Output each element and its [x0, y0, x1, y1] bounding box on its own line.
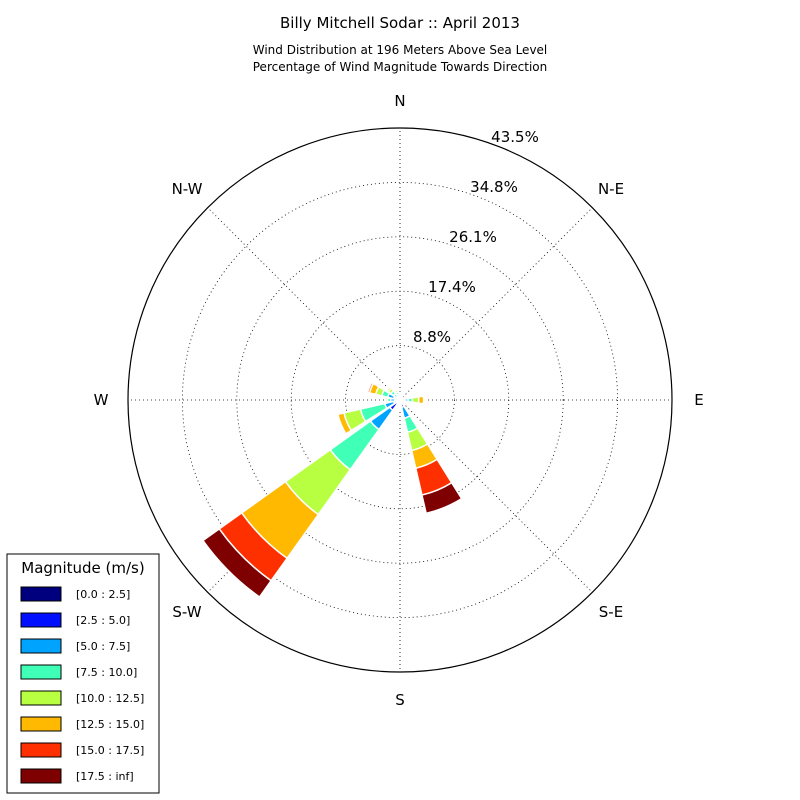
legend-label-7: [15.0 : 17.5] [76, 744, 144, 757]
wind-bars [201, 381, 463, 599]
direction-label-nw: N-W [172, 180, 203, 198]
direction-label-se: S-E [599, 603, 623, 621]
direction-label-ne: N-E [598, 180, 624, 198]
wind-bar-dir10-bin7 [201, 527, 273, 599]
legend-label-3: [5.0 : 7.5] [76, 640, 130, 653]
direction-labels: N N-E E S-E S S-W W N-W [94, 92, 704, 709]
ring-label-4: 34.8% [470, 178, 518, 196]
legend-swatch-1 [20, 586, 62, 602]
wind-bar-dir4-bin7 [423, 394, 427, 406]
wind-bar-dir12-bin5 [384, 396, 387, 404]
ring-label-3: 26.1% [449, 228, 497, 246]
grid-ring-4 [181, 181, 619, 619]
legend-label-4: [7.5 : 10.0] [76, 666, 137, 679]
ring-label-1: 8.8% [413, 328, 451, 346]
grid-ring-1 [345, 345, 455, 455]
wind-bar-dir7-bin7 [421, 481, 463, 515]
chart-subtitle-line-2: Percentage of Wind Magnitude Towards Dir… [253, 60, 547, 74]
grid-spoke-2 [399, 207, 593, 401]
legend-label-6: [12.5 : 15.0] [76, 718, 144, 731]
legend-swatch-7 [20, 742, 62, 758]
wind-bar-dir1-bin4 [399, 394, 404, 398]
legend-label-5: [10.0 : 12.5] [76, 692, 144, 705]
direction-label-e: E [694, 391, 703, 409]
outer-circle [127, 127, 673, 673]
ring-label-5: 43.5% [491, 128, 539, 146]
ring-label-2: 17.4% [428, 278, 476, 296]
legend: Magnitude (m/s) [0.0 : 2.5] [2.5 : 5.0] [5… [6, 553, 160, 794]
grid-ring-3 [236, 236, 564, 564]
legend-label-2: [2.5 : 5.0] [76, 614, 130, 627]
grid-spoke-4 [399, 399, 593, 593]
legend-swatch-2 [20, 612, 62, 628]
direction-label-s: S [395, 691, 405, 709]
wind-bar-dir13-bin6 [366, 381, 375, 394]
legend-swatch-5 [20, 690, 62, 706]
wind-bar-dir4-bin4 [411, 396, 420, 404]
chart-title: Billy Mitchell Sodar :: April 2013 [280, 14, 520, 32]
wind-bar-dir11-bin5 [336, 412, 353, 435]
legend-label-1: [0.0 : 2.5] [76, 588, 130, 601]
wind-bar-dir14-bin6 [385, 385, 392, 392]
legend-label-8: [17.5 : inf] [76, 770, 134, 783]
chart-subtitle-line-1: Wind Distribution at 196 Meters Above Se… [253, 43, 548, 57]
legend-items: [0.0 : 2.5] [2.5 : 5.0] [5.0 : 7.5] [7.5 : … [20, 586, 144, 784]
ring-labels: 8.8% 17.4% 26.1% 34.8% 43.5% [413, 128, 539, 346]
legend-title: Magnitude (m/s) [21, 559, 144, 577]
legend-swatch-6 [20, 716, 62, 732]
wind-bar-dir15-bin5 [393, 388, 399, 393]
legend-swatch-4 [20, 664, 62, 680]
direction-label-n: N [394, 92, 405, 110]
direction-label-w: W [94, 391, 109, 409]
grid-spoke-8 [207, 207, 401, 401]
legend-swatch-3 [20, 638, 62, 654]
wind-bar-dir8-bin6 [397, 407, 403, 410]
legend-swatch-8 [20, 768, 62, 784]
direction-label-sw: S-W [172, 603, 201, 621]
